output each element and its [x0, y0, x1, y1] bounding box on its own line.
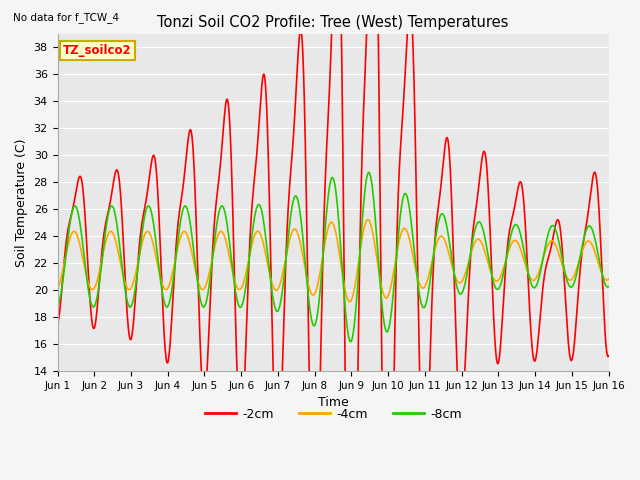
Legend: -2cm, -4cm, -8cm: -2cm, -4cm, -8cm	[200, 403, 467, 426]
Text: TZ_soilco2: TZ_soilco2	[63, 44, 132, 57]
-8cm	[54, 303, 61, 309]
-4cm	[605, 276, 612, 282]
-8cm	[265, 263, 273, 268]
-4cm	[265, 267, 273, 273]
Line: -4cm: -4cm	[58, 219, 609, 302]
-4cm	[535, 269, 543, 275]
Text: No data for f_TCW_4: No data for f_TCW_4	[13, 12, 119, 23]
-2cm	[605, 353, 612, 359]
-4cm	[289, 228, 296, 234]
-4cm	[116, 260, 124, 265]
-2cm	[535, 330, 543, 336]
-2cm	[149, 153, 157, 159]
Line: -2cm: -2cm	[58, 0, 609, 480]
Line: -8cm: -8cm	[58, 172, 609, 342]
Y-axis label: Soil Temperature (C): Soil Temperature (C)	[15, 138, 28, 267]
-8cm	[116, 249, 124, 255]
-4cm	[346, 299, 353, 305]
-2cm	[595, 194, 602, 200]
-2cm	[54, 321, 61, 326]
-8cm	[535, 276, 543, 282]
Title: Tonzi Soil CO2 Profile: Tree (West) Temperatures: Tonzi Soil CO2 Profile: Tree (West) Temp…	[157, 15, 509, 30]
-4cm	[595, 260, 602, 265]
-4cm	[54, 285, 61, 291]
-8cm	[149, 218, 157, 224]
-4cm	[364, 216, 372, 222]
X-axis label: Time: Time	[317, 396, 348, 409]
-8cm	[289, 200, 296, 206]
-8cm	[595, 252, 602, 257]
-8cm	[365, 169, 372, 175]
-4cm	[149, 240, 157, 246]
-2cm	[289, 143, 296, 149]
-8cm	[605, 284, 612, 289]
-2cm	[116, 189, 124, 195]
-8cm	[347, 339, 355, 345]
-2cm	[265, 175, 273, 180]
